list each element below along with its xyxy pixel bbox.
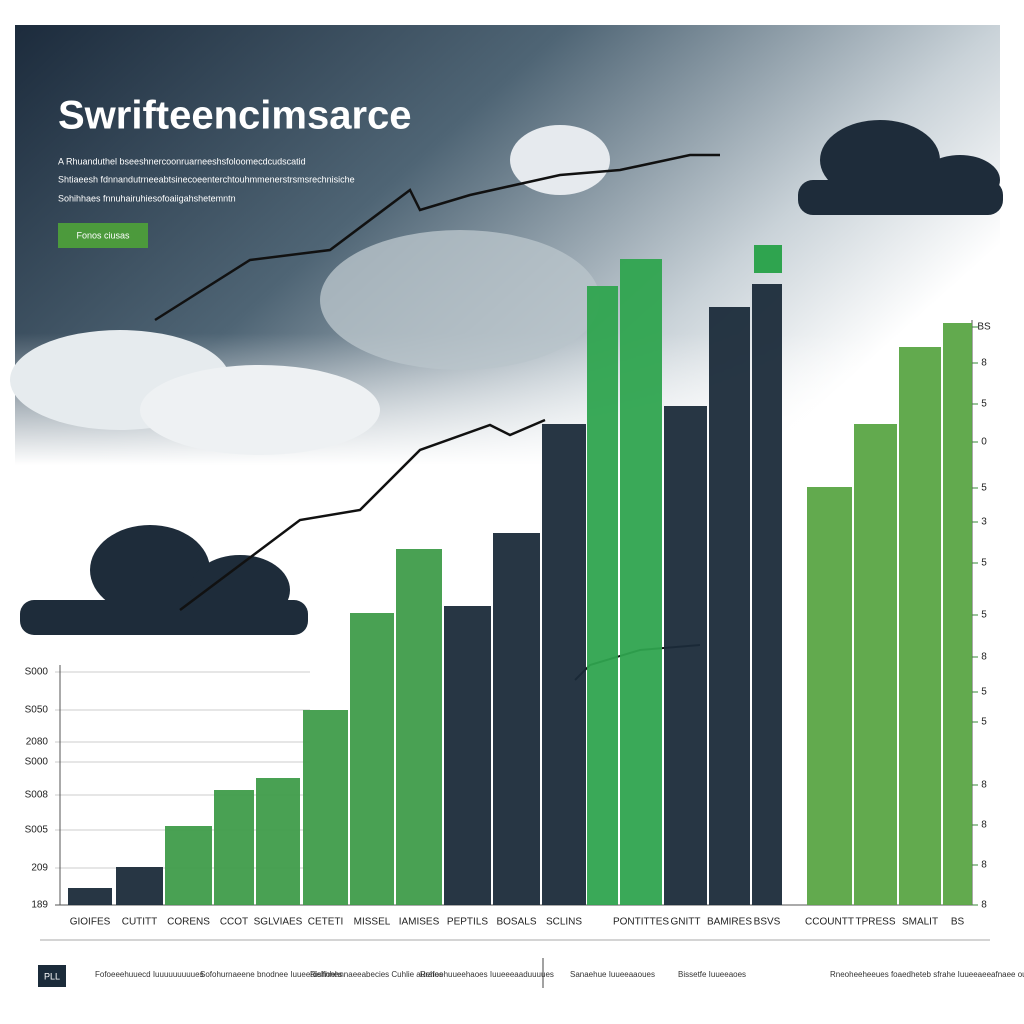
y2-tick-label: 3 bbox=[981, 517, 987, 528]
bar bbox=[542, 424, 586, 905]
chart-title: Swrifteencimsarce bbox=[58, 94, 412, 138]
bar bbox=[165, 826, 212, 905]
y2-tick-label: 8 bbox=[981, 358, 987, 369]
x-tick-label: CORENS bbox=[167, 917, 210, 928]
y2-tick-label: 5 bbox=[981, 558, 987, 569]
x-tick-label: CCOT bbox=[220, 917, 248, 928]
x-tick-label: CCOUNTT bbox=[805, 917, 854, 928]
y2-tick-label: 8 bbox=[981, 900, 987, 911]
y2-tick-label: 8 bbox=[981, 860, 987, 871]
y-tick-label: 209 bbox=[31, 863, 48, 874]
y2-tick-label: 5 bbox=[981, 483, 987, 494]
bar bbox=[116, 867, 163, 905]
y-tick-label: S000 bbox=[25, 667, 49, 678]
x-tick-label: SCLINS bbox=[546, 917, 582, 928]
footer-text: Sofohurnaeene bnodnee Iuueeaielfhhes bbox=[200, 970, 342, 979]
y2-tick-label: BS bbox=[977, 322, 991, 333]
bar bbox=[587, 286, 618, 905]
y2-tick-label: 5 bbox=[981, 687, 987, 698]
background bbox=[10, 25, 1003, 681]
footer-text: Fofoeeehuuecd Iuuuuuuuuues bbox=[95, 970, 204, 979]
button-label[interactable]: Fonos ciusas bbox=[76, 230, 130, 240]
x-tick-label: SGLVIAES bbox=[254, 917, 303, 928]
y2-tick-label: 5 bbox=[981, 717, 987, 728]
bar bbox=[493, 533, 540, 905]
y2-tick-label: 8 bbox=[981, 820, 987, 831]
y-tick-label: 189 bbox=[31, 900, 48, 911]
x-tick-label: GNITT bbox=[671, 917, 701, 928]
y2-tick-label: 8 bbox=[981, 652, 987, 663]
bar bbox=[303, 710, 348, 905]
footer-text: Sanaehue Iuueeaaoues bbox=[570, 970, 655, 979]
bar bbox=[807, 487, 852, 905]
x-tick-label: CETETI bbox=[308, 917, 344, 928]
bar bbox=[752, 284, 782, 905]
footer-text: Rneoheeheeues foaedheteb sfrahe Iuueeaee… bbox=[830, 970, 1024, 979]
y-tick-label: S050 bbox=[25, 705, 49, 716]
bar bbox=[854, 424, 897, 905]
footer-text: Bissetfe Iuueeaoes bbox=[678, 970, 746, 979]
y2-tick-label: 8 bbox=[981, 780, 987, 791]
x-tick-label: BSVS bbox=[754, 917, 781, 928]
bar bbox=[214, 790, 254, 905]
y-tick-label: S005 bbox=[25, 825, 49, 836]
x-tick-label: IAMISES bbox=[399, 917, 440, 928]
y2-tick-label: 0 bbox=[981, 437, 987, 448]
bar bbox=[709, 307, 750, 905]
bar bbox=[620, 259, 662, 905]
bar bbox=[350, 613, 394, 905]
x-tick-label: GIOIFES bbox=[70, 917, 111, 928]
bar bbox=[256, 778, 300, 905]
bar bbox=[68, 888, 112, 905]
x-tick-label: PEPTILS bbox=[447, 917, 488, 928]
logo: PLL bbox=[44, 971, 60, 981]
x-tick-label: CUTITT bbox=[122, 917, 158, 928]
subtitle: A Rhuanduthel bseeshnercoonruarneeshsfol… bbox=[58, 156, 306, 166]
x-tick-label: BAMIRES bbox=[707, 917, 752, 928]
y-tick-label: S000 bbox=[25, 757, 49, 768]
subtitle: Shtiaeesh fdnnandutrneeabtsinecoeenterch… bbox=[58, 174, 355, 184]
bar bbox=[396, 549, 442, 905]
bar bbox=[899, 347, 941, 905]
x-tick-label: BOSALS bbox=[496, 917, 536, 928]
footer-text: Rishoehnnaeeabecies Cuhlie aurafes bbox=[310, 970, 443, 979]
button[interactable] bbox=[58, 223, 148, 248]
footer-text: Rehoehuueehaoes Iuueeeaaduuuues bbox=[420, 970, 554, 979]
y2-tick-label: 5 bbox=[981, 610, 987, 621]
x-tick-label: TPRESS bbox=[855, 917, 895, 928]
bar bbox=[444, 606, 491, 905]
y-tick-label: S008 bbox=[25, 790, 49, 801]
x-tick-label: MISSEL bbox=[354, 917, 391, 928]
x-tick-label: SMALIT bbox=[902, 917, 938, 928]
subtitle: Sohihhaes fnnuhairuhiesofoaiigahshetemnt… bbox=[58, 193, 236, 203]
y2-tick-label: 5 bbox=[981, 399, 987, 410]
y-tick-label: 2080 bbox=[26, 737, 49, 748]
logo-box bbox=[38, 965, 66, 987]
bar bbox=[943, 323, 972, 905]
x-tick-label: PONTITTES bbox=[613, 917, 669, 928]
bar bbox=[664, 406, 707, 905]
x-tick-label: BS bbox=[951, 917, 965, 928]
